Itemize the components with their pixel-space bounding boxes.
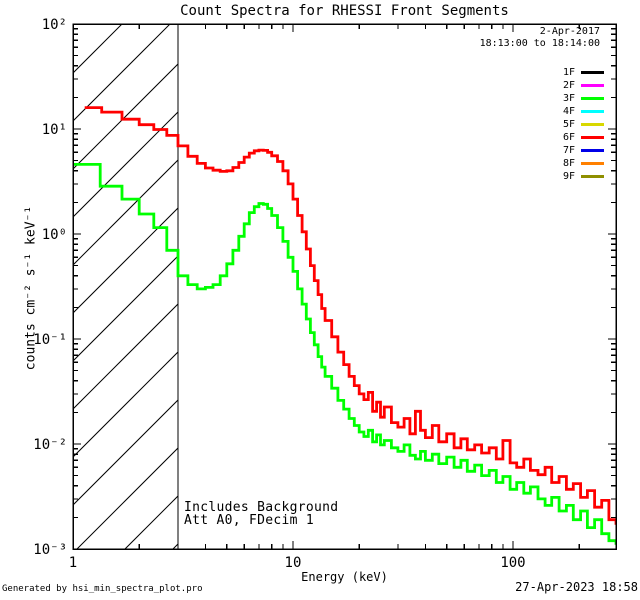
hatch-line <box>73 159 178 266</box>
y-axis-title: counts cm⁻² s⁻¹ keV⁻¹ <box>23 205 39 371</box>
y-tick-label: 10⁻³ <box>33 542 67 558</box>
legend-label-4F: 4F <box>562 106 575 117</box>
series-3F-curve <box>73 163 616 545</box>
note-attenuator-state: Att A0, FDecim 1 <box>184 513 315 528</box>
legend-swatch-7F <box>581 149 604 152</box>
generator-credit: Generated by hsi_min_spectra_plot.pro <box>2 584 203 594</box>
series-6F-curve <box>84 106 616 525</box>
legend-row-9F: 9F <box>563 170 604 183</box>
plot-frame <box>72 23 617 550</box>
legend-swatch-5F <box>581 123 604 126</box>
legend-label-6F: 6F <box>562 132 575 143</box>
legend-row-5F: 5F <box>563 118 604 131</box>
y-tick-label: 10¹ <box>42 122 67 138</box>
legend-row-1F: 1F <box>563 66 604 79</box>
legend-label-2F: 2F <box>562 80 575 91</box>
legend-row-4F: 4F <box>563 105 604 118</box>
legend-swatch-9F <box>581 175 604 178</box>
hatch-line <box>76 447 178 549</box>
legend-label-7F: 7F <box>562 145 575 156</box>
observation-time-range: 18:13:00 to 18:14:00 <box>479 38 600 49</box>
legend-row-6F: 6F <box>563 131 604 144</box>
detector-legend: 1F 2F 3F 4F 5F 6F 7F 8F 9F <box>563 66 604 183</box>
legend-swatch-3F <box>581 97 604 100</box>
y-tick-label: 10⁻¹ <box>33 332 67 348</box>
hatch-line <box>73 351 178 458</box>
y-tick-label: 10² <box>42 17 67 33</box>
note-includes-background: Includes Background <box>184 500 339 515</box>
legend-label-3F: 3F <box>562 93 575 104</box>
render-timestamp: 27-Apr-2023 18:58 <box>515 580 638 594</box>
y-tick-label: 10⁰ <box>42 227 67 243</box>
legend-swatch-6F <box>581 136 604 139</box>
legend-label-9F: 9F <box>562 171 575 182</box>
x-axis-title: Energy (keV) <box>301 570 388 584</box>
legend-row-8F: 8F <box>563 157 604 170</box>
y-tick-label: 10⁻² <box>33 437 67 453</box>
observation-date: 2-Apr-2017 <box>539 26 600 37</box>
legend-swatch-8F <box>581 162 604 165</box>
hatch-line <box>73 255 178 362</box>
hatch-line <box>73 303 178 410</box>
x-tick-label: 1 <box>69 555 77 571</box>
legend-row-3F: 3F <box>563 92 604 105</box>
legend-row-2F: 2F <box>563 79 604 92</box>
chart-title: Count Spectra for RHESSI Front Segments <box>180 3 509 19</box>
x-tick-label: 10 <box>285 555 302 571</box>
hatch-line <box>73 63 178 170</box>
hatch-line <box>73 24 123 74</box>
legend-label-8F: 8F <box>562 158 575 169</box>
legend-label-5F: 5F <box>562 119 575 130</box>
legend-row-7F: 7F <box>563 144 604 157</box>
hatch-line <box>73 399 178 506</box>
hatch-line <box>73 207 178 314</box>
x-tick-label: 100 <box>500 555 525 571</box>
legend-swatch-4F <box>581 110 604 113</box>
legend-swatch-2F <box>581 84 604 87</box>
hatch-line <box>73 24 171 122</box>
legend-swatch-1F <box>581 71 604 74</box>
legend-label-1F: 1F <box>562 67 575 78</box>
hatch-line <box>73 111 178 218</box>
